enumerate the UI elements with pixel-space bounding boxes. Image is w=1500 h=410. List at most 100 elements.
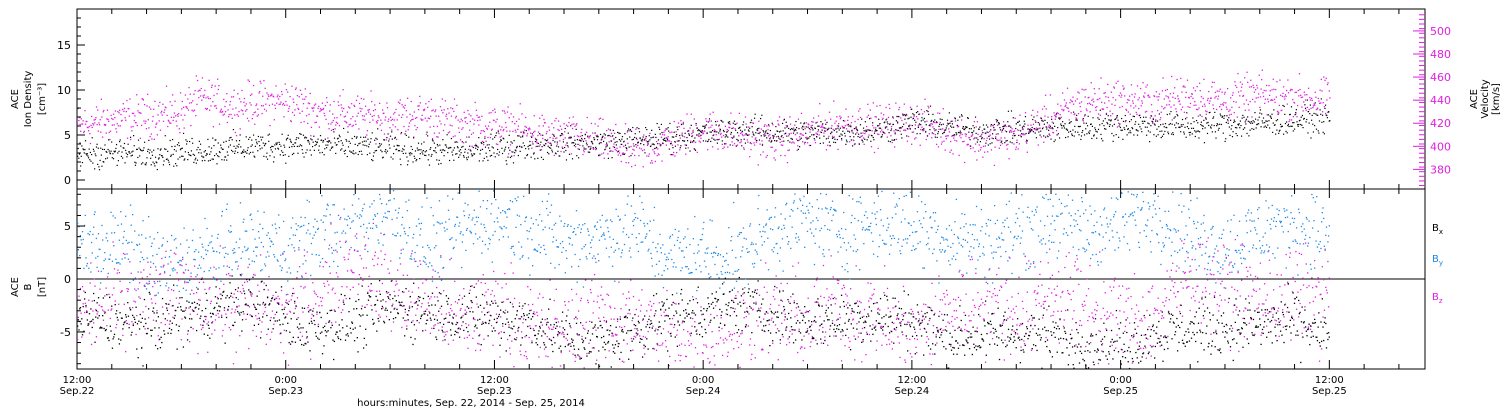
density-point [206, 153, 208, 155]
by-point [204, 217, 206, 220]
density-point [693, 139, 695, 142]
velocity-point [718, 138, 720, 141]
velocity-point [417, 108, 420, 111]
velocity-point [732, 144, 734, 147]
velocity-point [1061, 92, 1064, 94]
density-point [920, 124, 922, 126]
density-point [1035, 137, 1038, 139]
density-point [1004, 124, 1006, 126]
velocity-point [606, 144, 608, 146]
by-point [482, 199, 484, 202]
velocity-point [643, 134, 645, 136]
density-point [1163, 126, 1165, 128]
velocity-point [1245, 99, 1248, 101]
velocity-point [1080, 110, 1082, 113]
density-point [781, 135, 783, 137]
density-point [1183, 131, 1185, 133]
density-point [1122, 120, 1125, 123]
density-point [425, 154, 427, 157]
density-point [764, 133, 766, 135]
density-point [948, 112, 950, 114]
velocity-point [201, 99, 203, 101]
velocity-point [355, 123, 357, 126]
density-point [410, 145, 412, 148]
density-point [560, 134, 562, 137]
density-point [710, 131, 712, 133]
density-point [638, 131, 641, 133]
velocity-point [734, 128, 736, 130]
velocity-point [976, 121, 979, 123]
velocity-point [401, 104, 403, 106]
density-point [530, 156, 532, 158]
by-point [332, 204, 334, 206]
density-point [173, 165, 175, 167]
velocity-point [119, 109, 121, 112]
density-point [1206, 132, 1209, 135]
velocity-point [1281, 95, 1284, 97]
by-point [113, 232, 116, 234]
velocity-point [687, 147, 689, 149]
density-point [809, 135, 811, 138]
density-point [851, 145, 854, 147]
velocity-point [888, 103, 890, 106]
density-point [435, 151, 437, 154]
by-point [303, 249, 306, 251]
top-panel-frame [76, 8, 1426, 190]
velocity-point [773, 157, 775, 159]
density-point [434, 150, 436, 152]
density-point [983, 128, 985, 130]
density-point [224, 156, 227, 158]
by-point [593, 255, 595, 257]
density-point [1189, 134, 1191, 136]
velocity-point [290, 120, 292, 122]
density-point [1182, 123, 1184, 126]
density-point [791, 128, 793, 130]
density-point [540, 156, 543, 158]
density-point [1196, 130, 1198, 132]
density-point [846, 141, 848, 143]
density-point [604, 149, 606, 151]
velocity-point [708, 120, 711, 122]
velocity-point [630, 145, 632, 148]
density-point [394, 136, 396, 139]
density-point [965, 126, 968, 129]
velocity-point [185, 106, 188, 108]
by-point [525, 217, 527, 219]
by-point [291, 244, 293, 246]
velocity-point [576, 123, 578, 125]
velocity-point [1054, 114, 1056, 117]
velocity-point [1156, 109, 1159, 112]
by-point [411, 250, 413, 252]
by-point [572, 231, 574, 234]
density-point [651, 143, 653, 145]
velocity-point [1035, 129, 1037, 131]
velocity-point [539, 117, 541, 119]
velocity-point [1135, 105, 1137, 107]
velocity-point [636, 138, 638, 141]
by-point [584, 244, 587, 246]
density-point [522, 136, 524, 138]
density-point [442, 139, 444, 141]
velocity-point [90, 124, 92, 127]
density-point [800, 122, 802, 124]
density-point [1245, 118, 1248, 120]
velocity-point [316, 115, 319, 118]
velocity-point [536, 142, 538, 144]
density-point [594, 132, 596, 134]
velocity-point [836, 116, 838, 118]
velocity-point [600, 139, 602, 141]
velocity-point [765, 156, 767, 158]
density-point [357, 153, 359, 156]
velocity-point [965, 133, 968, 136]
by-point [526, 230, 528, 232]
density-point [1294, 114, 1296, 116]
velocity-point [788, 149, 790, 151]
density-point [259, 145, 261, 147]
velocity-point [579, 144, 581, 147]
density-point [676, 126, 678, 128]
velocity-point [165, 85, 168, 87]
density-point [1118, 125, 1120, 127]
velocity-point [332, 113, 334, 115]
density-point [464, 148, 466, 150]
density-point [793, 130, 795, 132]
